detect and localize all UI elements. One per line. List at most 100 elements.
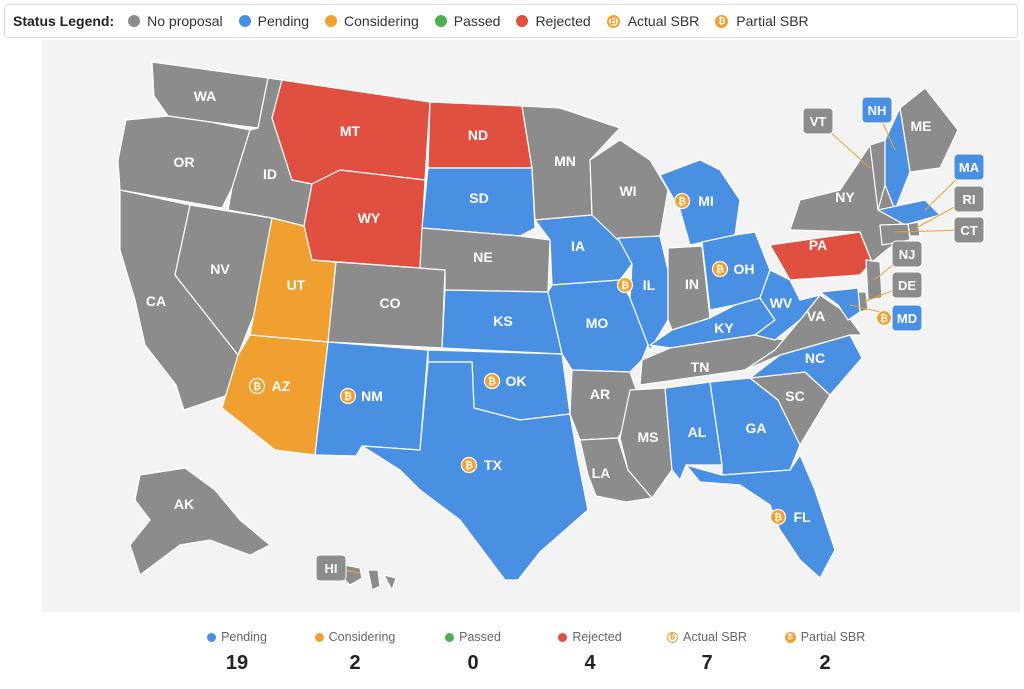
- legend-item-considering: Considering: [325, 13, 419, 29]
- state-label-wy: WY: [358, 210, 381, 226]
- legend-item-no-proposal: No proposal: [128, 13, 223, 29]
- state-label-ma: MA: [959, 160, 980, 175]
- state-ct[interactable]: [879, 223, 911, 246]
- state-label-mt: MT: [340, 123, 361, 139]
- state-label-ms: MS: [638, 429, 659, 445]
- blue-dot-icon: [207, 632, 217, 642]
- state-label-nc: NC: [805, 350, 825, 366]
- state-label-wi: WI: [619, 183, 636, 199]
- state-box-ct[interactable]: [953, 216, 985, 244]
- state-label-nj: NJ: [899, 247, 916, 262]
- stat-label: Passed: [459, 630, 501, 644]
- bitcoin-filled-icon: ₿: [784, 631, 796, 643]
- state-label-nh: NH: [868, 103, 887, 118]
- stat-label: Pending: [221, 630, 267, 644]
- stat-label: Rejected: [572, 630, 622, 644]
- state-box-hi[interactable]: [315, 554, 347, 582]
- state-label-ny: NY: [835, 189, 855, 205]
- state-label-de: DE: [898, 278, 916, 293]
- state-label-nv: NV: [210, 261, 230, 277]
- stat-pending: Pending 19: [178, 630, 296, 675]
- state-label-or: OR: [174, 154, 195, 170]
- state-label-md: MD: [897, 311, 917, 326]
- state-label-ri: RI: [963, 192, 976, 207]
- state-wi[interactable]: [589, 139, 669, 241]
- state-label-hi: HI: [325, 561, 338, 576]
- state-fl[interactable]: [685, 454, 836, 579]
- ok-bitcoin-icon: ₿: [483, 372, 501, 390]
- legend-item-actual-sbr: ₿ Actual SBR: [606, 13, 699, 29]
- state-label-va: VA: [807, 308, 825, 324]
- state-label-ks: KS: [493, 313, 512, 329]
- green-dot-icon: [434, 15, 447, 27]
- state-label-nd: ND: [468, 127, 488, 143]
- state-md[interactable]: [819, 287, 861, 321]
- green-dot-icon: [445, 632, 455, 642]
- svg-text:₿: ₿: [716, 264, 724, 276]
- state-label-ca: CA: [146, 293, 166, 309]
- bitcoin-filled-icon: ₿: [715, 14, 729, 28]
- state-box-vt[interactable]: [802, 107, 834, 135]
- state-label-ut: UT: [287, 277, 306, 293]
- mi-bitcoin-icon: ₿: [673, 192, 691, 210]
- state-hi[interactable]: [339, 564, 397, 591]
- state-label-ia: IA: [571, 238, 585, 254]
- legend-title: Status Legend:: [13, 13, 115, 29]
- legend-item-rejected: Rejected: [516, 13, 591, 29]
- svg-text:₿: ₿: [880, 313, 888, 325]
- state-il[interactable]: [617, 235, 669, 351]
- state-box-ma[interactable]: [953, 153, 985, 181]
- stat-value: 2: [349, 652, 361, 674]
- state-label-al: AL: [688, 424, 707, 440]
- bitcoin-outline-icon: ₿: [667, 631, 679, 643]
- state-label-mn: MN: [554, 153, 576, 169]
- stat-considering: Considering 2: [296, 630, 414, 675]
- svg-text:₿: ₿: [678, 196, 686, 208]
- state-label-sc: SC: [785, 388, 804, 404]
- orange-dot-icon: [314, 632, 324, 642]
- state-la[interactable]: [579, 437, 653, 503]
- blue-dot-icon: [238, 15, 251, 27]
- svg-text:₿: ₿: [253, 381, 261, 393]
- az-bitcoin-icon: ₿: [248, 377, 266, 395]
- stat-passed: Passed 0: [414, 630, 532, 675]
- oh-bitcoin-icon: ₿: [711, 260, 729, 278]
- state-nh[interactable]: [884, 107, 911, 211]
- state-box-de[interactable]: [891, 271, 923, 299]
- state-box-nh[interactable]: [861, 96, 893, 124]
- state-sd[interactable]: [421, 167, 536, 237]
- state-ak[interactable]: [129, 467, 271, 576]
- state-label-oh: OH: [734, 261, 755, 277]
- stat-partial-sbr: ₿ Partial SBR 2: [766, 630, 884, 675]
- status-legend: Status Legend: No proposal Pending Consi…: [4, 4, 1018, 38]
- state-label-ne: NE: [473, 249, 492, 265]
- state-wv[interactable]: [754, 269, 821, 341]
- state-label-fl: FL: [793, 509, 811, 525]
- nm-bitcoin-icon: ₿: [339, 387, 357, 405]
- stat-label: Partial SBR: [800, 630, 866, 644]
- fl-bitcoin-icon: ₿: [769, 508, 787, 526]
- state-label-ga: GA: [746, 420, 767, 436]
- state-label-ak: AK: [174, 496, 194, 512]
- state-label-ct: CT: [960, 223, 977, 238]
- stat-value: 7: [701, 652, 713, 674]
- state-label-id: ID: [263, 166, 277, 182]
- il-bitcoin-icon: ₿: [616, 276, 634, 294]
- legend-item-pending: Pending: [238, 13, 309, 29]
- stat-actual-sbr: ₿ Actual SBR 7: [648, 630, 766, 675]
- stat-label: Considering: [328, 630, 396, 644]
- stat-rejected: Rejected 4: [531, 630, 649, 675]
- svg-text:₿: ₿: [344, 391, 352, 403]
- state-box-ri[interactable]: [953, 185, 985, 213]
- state-mi[interactable]: [659, 159, 741, 246]
- bitcoin-outline-icon: ₿: [606, 14, 620, 28]
- state-box-nj[interactable]: [891, 240, 923, 268]
- svg-text:₿: ₿: [774, 512, 782, 524]
- state-tx[interactable]: [361, 361, 589, 581]
- state-label-nm: NM: [361, 388, 383, 404]
- svg-text:₿: ₿: [621, 280, 629, 292]
- state-label-wa: WA: [194, 88, 217, 104]
- stat-value: 0: [467, 652, 479, 674]
- state-label-tn: TN: [691, 359, 710, 375]
